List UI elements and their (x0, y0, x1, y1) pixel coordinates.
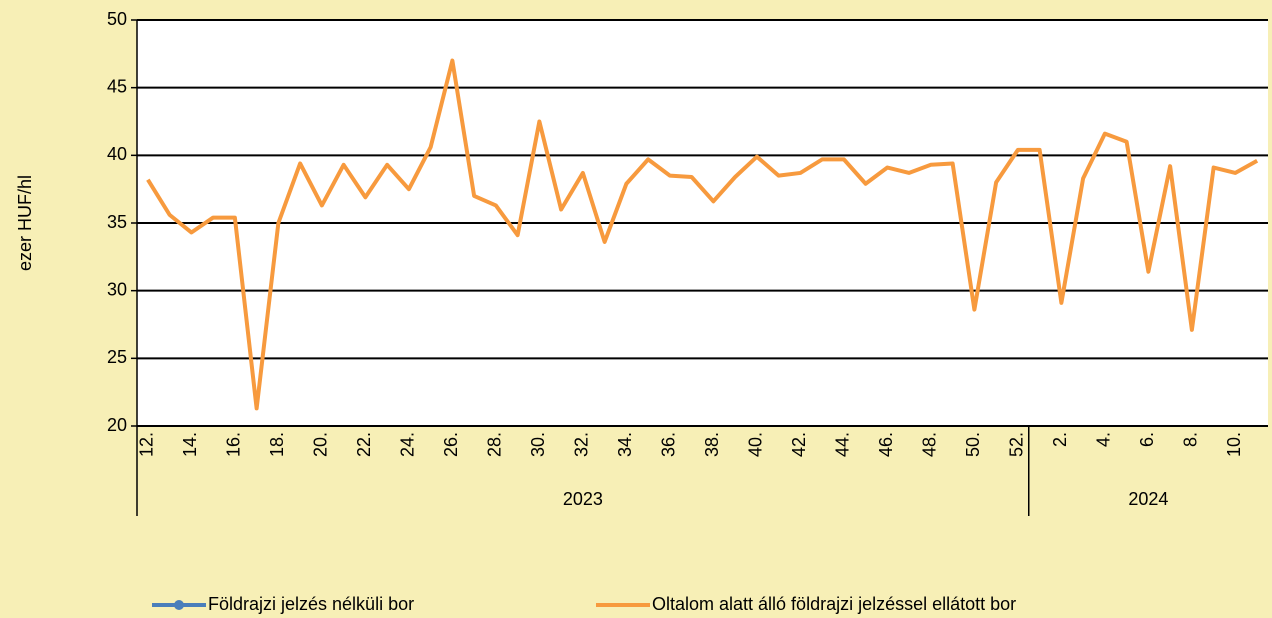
x-group-label: 2024 (1128, 489, 1168, 509)
x-tick-label: 14. (180, 432, 200, 457)
y-tick-label: 50 (107, 9, 127, 29)
x-tick-label: 42. (789, 432, 809, 457)
x-tick-label: 18. (267, 432, 287, 457)
y-tick-label: 35 (107, 212, 127, 232)
x-tick-label: 34. (615, 432, 635, 457)
x-tick-label: 2. (1050, 432, 1070, 447)
x-tick-label: 20. (311, 432, 331, 457)
x-tick-label: 8. (1181, 432, 1201, 447)
legend-label: Földrajzi jelzés nélküli bor (208, 594, 414, 614)
y-tick-label: 25 (107, 347, 127, 367)
x-tick-label: 52. (1007, 432, 1027, 457)
legend-marker (174, 600, 184, 610)
y-tick-label: 40 (107, 144, 127, 164)
x-tick-label: 12. (137, 432, 157, 457)
x-tick-label: 30. (528, 432, 548, 457)
x-tick-label: 40. (746, 432, 766, 457)
x-tick-label: 46. (876, 432, 896, 457)
x-tick-label: 10. (1224, 432, 1244, 457)
y-axis-label: ezer HUF/hl (15, 175, 35, 271)
x-tick-label: 22. (354, 432, 374, 457)
x-tick-label: 32. (572, 432, 592, 457)
x-tick-label: 6. (1137, 432, 1157, 447)
x-tick-label: 26. (441, 432, 461, 457)
y-tick-label: 45 (107, 76, 127, 96)
x-tick-label: 38. (702, 432, 722, 457)
x-group-label: 2023 (563, 489, 603, 509)
x-tick-label: 48. (920, 432, 940, 457)
x-tick-label: 28. (485, 432, 505, 457)
y-tick-label: 20 (107, 415, 127, 435)
x-tick-label: 16. (224, 432, 244, 457)
x-tick-label: 50. (963, 432, 983, 457)
line-series (146, 58, 1259, 411)
x-tick-label: 4. (1094, 432, 1114, 447)
y-tick-label: 30 (107, 279, 127, 299)
legend-label: Oltalom alatt álló földrajzi jelzéssel e… (652, 594, 1016, 614)
x-tick-label: 36. (659, 432, 679, 457)
x-tick-label: 44. (833, 432, 853, 457)
x-tick-label: 24. (398, 432, 418, 457)
